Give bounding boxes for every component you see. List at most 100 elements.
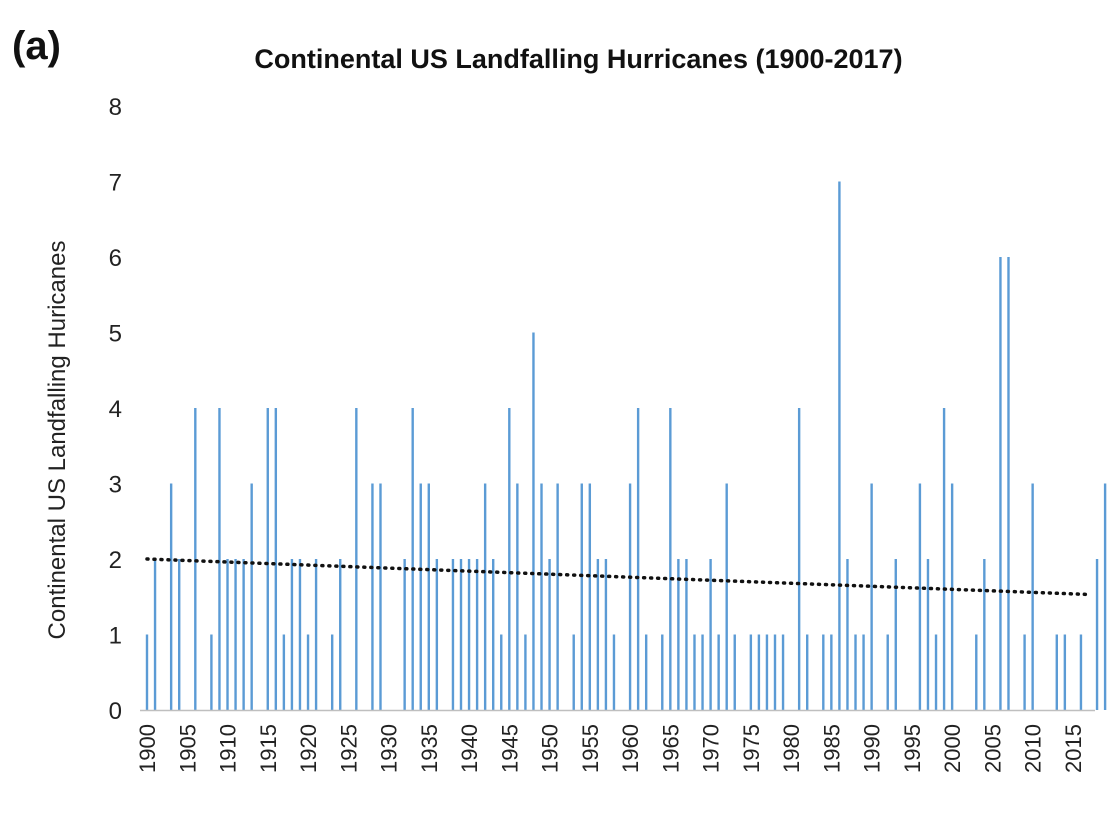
y-tick-label: 2 — [109, 547, 122, 574]
y-tick-label: 0 — [109, 698, 122, 725]
bar-1942 — [483, 483, 487, 710]
bar-2018 — [1095, 559, 1099, 710]
bar-1910 — [226, 559, 229, 710]
x-tick-label: 1910 — [216, 724, 241, 773]
bar-1913 — [250, 483, 253, 710]
bar-1958 — [612, 634, 616, 710]
bar-1944 — [500, 634, 503, 710]
x-tick-label: 2010 — [1021, 724, 1046, 773]
bar-1955 — [588, 483, 592, 710]
x-tick-label: 1985 — [819, 724, 844, 773]
bar-1979 — [781, 634, 785, 710]
x-tick-label: 1995 — [900, 724, 925, 773]
bar-1951 — [556, 483, 559, 710]
bar-1982 — [806, 634, 809, 710]
bar-1900 — [145, 634, 149, 710]
bar-1947 — [524, 634, 527, 710]
bar-1918 — [290, 559, 294, 710]
x-tick-label: 1905 — [175, 724, 200, 773]
bar-1916 — [274, 408, 278, 710]
bar-2000 — [950, 483, 954, 710]
bar-2019 — [1103, 483, 1107, 710]
x-tick-label: 1975 — [739, 724, 764, 773]
x-tick-label: 1920 — [296, 724, 321, 773]
bar-1961 — [636, 408, 640, 710]
bar-1928 — [371, 483, 374, 710]
bar-1998 — [934, 634, 938, 710]
bar-1996 — [918, 483, 922, 710]
x-tick-label: 1925 — [336, 724, 361, 773]
bar-1917 — [282, 634, 286, 710]
bar-1946 — [516, 483, 519, 710]
bar-1940 — [467, 559, 471, 710]
bar-1949 — [540, 483, 543, 710]
x-tick-label: 1900 — [135, 724, 160, 773]
bar-2013 — [1055, 634, 1058, 710]
bar-1923 — [330, 634, 334, 710]
bar-1954 — [580, 483, 583, 710]
x-tick-label: 2000 — [940, 724, 965, 773]
x-tick-label: 1930 — [377, 724, 402, 773]
bar-1945 — [508, 408, 511, 710]
bar-2006 — [999, 257, 1002, 710]
y-tick-label: 8 — [109, 94, 122, 121]
bar-1966 — [677, 559, 680, 710]
bar-1934 — [419, 483, 422, 710]
x-tick-label: 1950 — [538, 724, 563, 773]
bar-1988 — [854, 634, 857, 710]
bar-1965 — [669, 408, 672, 710]
y-tick-label: 6 — [109, 245, 122, 272]
bar-1972 — [725, 483, 728, 710]
bar-1915 — [266, 408, 269, 710]
bar-1919 — [298, 559, 302, 710]
bar-1989 — [862, 634, 865, 710]
bar-1935 — [427, 483, 430, 710]
bar-1941 — [475, 559, 479, 710]
bar-1948 — [532, 332, 535, 710]
bar-1978 — [773, 634, 777, 710]
bar-1933 — [411, 408, 414, 710]
bar-1981 — [797, 408, 801, 710]
bars — [145, 181, 1107, 710]
y-tick-label: 4 — [109, 396, 122, 423]
bar-2014 — [1063, 634, 1067, 710]
bar-2007 — [1007, 257, 1010, 710]
bar-1956 — [596, 559, 600, 710]
x-tick-label: 1990 — [860, 724, 885, 773]
bar-1901 — [153, 559, 157, 710]
bar-1904 — [178, 559, 181, 710]
x-tick-label: 1935 — [417, 724, 442, 773]
bar-1984 — [822, 634, 825, 710]
y-axis-ticks: 0 1 2 3 4 5 6 7 8 — [109, 94, 122, 725]
bar-1911 — [234, 559, 237, 710]
bar-1967 — [685, 559, 688, 710]
trendline — [145, 557, 1091, 597]
x-axis-ticks: 1900 1905 1910 1915 1920 1925 1930 1935 1940 1945… — [135, 724, 1086, 773]
bar-1993 — [894, 559, 897, 710]
bar-2010 — [1031, 483, 1034, 710]
x-tick-label: 2015 — [1061, 724, 1086, 773]
bar-1957 — [604, 559, 608, 710]
panel-label: (a) — [12, 24, 61, 68]
bar-1924 — [339, 559, 342, 710]
bar-1962 — [644, 634, 648, 710]
bar-1975 — [749, 634, 753, 710]
bar-1938 — [451, 559, 455, 710]
chart-title: Continental US Landfalling Hurricanes (1… — [254, 44, 903, 74]
x-tick-label: 1940 — [457, 724, 482, 773]
x-tick-label: 1970 — [699, 724, 724, 773]
bar-1932 — [403, 559, 406, 710]
bar-1903 — [169, 483, 173, 710]
bar-1921 — [314, 559, 318, 710]
bar-1986 — [838, 181, 841, 710]
y-tick-label: 1 — [109, 623, 122, 650]
x-tick-label: 1915 — [256, 724, 281, 773]
bar-2009 — [1023, 634, 1026, 710]
bar-1971 — [717, 634, 720, 710]
bar-1999 — [942, 408, 946, 710]
bar-2003 — [975, 634, 978, 710]
y-tick-label: 5 — [109, 321, 122, 348]
bar-1977 — [765, 634, 769, 710]
bar-1939 — [459, 559, 463, 710]
bar-1912 — [242, 559, 245, 710]
